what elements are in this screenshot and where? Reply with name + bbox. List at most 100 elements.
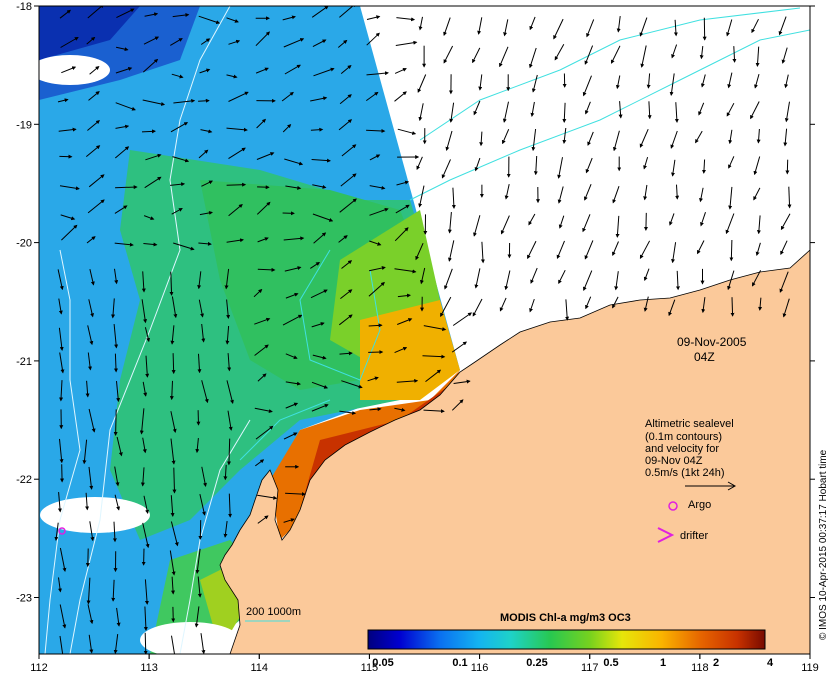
velocity-arrow xyxy=(753,156,761,176)
velocity-arrow xyxy=(727,72,733,89)
velocity-arrow xyxy=(282,15,296,21)
velocity-arrow xyxy=(366,91,379,102)
velocity-arrow xyxy=(170,411,177,433)
velocity-arrow xyxy=(226,182,247,187)
velocity-arrow xyxy=(396,180,410,186)
velocity-arrow xyxy=(171,635,175,654)
velocity-arrow xyxy=(141,129,156,134)
velocity-arrow xyxy=(227,410,233,431)
velocity-arrow xyxy=(614,271,619,291)
velocity-arrow xyxy=(311,158,331,163)
velocity-arrow xyxy=(671,242,677,264)
velocity-arrow xyxy=(554,44,565,61)
velocity-arrow xyxy=(311,6,329,18)
velocity-arrow xyxy=(313,232,327,244)
velocity-arrow xyxy=(755,46,760,67)
velocity-arrow xyxy=(282,314,303,326)
velocity-arrow xyxy=(200,129,213,134)
velocity-arrow xyxy=(639,240,651,259)
velocity-arrow xyxy=(283,518,295,523)
velocity-arrow xyxy=(87,325,94,346)
velocity-arrow xyxy=(752,270,762,287)
velocity-arrow xyxy=(366,15,381,20)
velocity-arrow xyxy=(226,380,234,404)
velocity-arrow xyxy=(529,298,535,313)
velocity-arrow xyxy=(562,102,567,123)
velocity-arrow xyxy=(88,634,94,654)
velocity-arrow xyxy=(556,240,565,260)
velocity-arrow xyxy=(699,187,704,203)
velocity-arrow xyxy=(443,17,451,37)
velocity-arrow xyxy=(527,240,537,260)
velocity-arrow xyxy=(675,270,680,291)
velocity-arrow xyxy=(256,152,275,160)
velocity-arrow xyxy=(310,127,324,132)
velocity-arrow xyxy=(473,100,481,116)
velocity-arrow xyxy=(116,607,121,627)
velocity-arrow xyxy=(198,241,212,246)
velocity-arrow xyxy=(780,240,788,256)
velocity-arrow xyxy=(116,381,121,403)
velocity-arrow xyxy=(533,155,538,176)
velocity-arrow xyxy=(417,74,427,93)
velocity-arrow xyxy=(784,74,789,89)
velocity-arrow xyxy=(499,297,507,312)
velocity-arrow xyxy=(312,39,327,48)
velocity-arrow xyxy=(256,118,267,129)
velocity-arrow xyxy=(86,577,91,605)
velocity-arrow xyxy=(557,186,564,204)
velocity-arrow xyxy=(310,96,328,102)
velocity-arrow xyxy=(369,185,386,190)
velocity-arrow xyxy=(226,299,231,319)
velocity-arrow xyxy=(311,322,325,328)
velocity-arrow xyxy=(89,65,100,75)
velocity-arrow xyxy=(394,407,406,412)
velocity-arrow xyxy=(199,68,211,74)
velocity-arrow xyxy=(444,268,453,290)
lat-tick-label: -19 xyxy=(16,119,32,131)
velocity-arrow xyxy=(143,495,150,514)
velocity-arrow xyxy=(338,235,348,243)
velocity-arrow xyxy=(445,130,453,151)
velocity-arrow xyxy=(700,74,706,88)
velocity-arrow xyxy=(366,32,380,46)
legend-drifter-label: drifter xyxy=(680,530,709,542)
velocity-arrow xyxy=(530,101,535,117)
lat-tick-label: -18 xyxy=(16,1,32,13)
velocity-arrow xyxy=(474,157,481,172)
velocity-arrow xyxy=(447,212,452,234)
velocity-arrow xyxy=(451,341,468,353)
velocity-arrow xyxy=(338,314,353,326)
velocity-arrow xyxy=(57,269,64,291)
velocity-arrow xyxy=(142,99,166,106)
velocity-arrow xyxy=(529,16,536,31)
velocity-arrow xyxy=(418,103,424,122)
velocity-arrow xyxy=(228,91,249,102)
velocity-arrow xyxy=(582,214,591,233)
velocity-arrow xyxy=(142,381,148,397)
velocity-arrow xyxy=(339,6,357,18)
velocity-arrow xyxy=(199,493,206,516)
colorbar-tick-label: 0.05 xyxy=(372,657,394,669)
velocity-arrow xyxy=(143,242,158,247)
velocity-arrow xyxy=(198,149,209,159)
velocity-arrow xyxy=(172,12,190,18)
velocity-arrow xyxy=(170,438,176,465)
velocity-arrow xyxy=(284,64,301,75)
colorbar-tick-label: 0.1 xyxy=(452,657,468,669)
velocity-arrow xyxy=(340,289,353,299)
velocity-arrow xyxy=(144,12,159,17)
velocity-arrow xyxy=(88,174,105,188)
velocity-arrow xyxy=(58,577,62,593)
velocity-arrow xyxy=(195,438,200,454)
velocity-arrow xyxy=(144,579,149,605)
velocity-arrow xyxy=(418,185,425,208)
velocity-arrow xyxy=(397,318,413,325)
velocity-arrow xyxy=(170,495,175,517)
velocity-arrow xyxy=(143,36,160,45)
velocity-arrow xyxy=(751,18,759,34)
velocity-arrow xyxy=(784,101,790,123)
lon-tick-label: 113 xyxy=(140,662,158,674)
velocity-arrow xyxy=(504,183,510,200)
